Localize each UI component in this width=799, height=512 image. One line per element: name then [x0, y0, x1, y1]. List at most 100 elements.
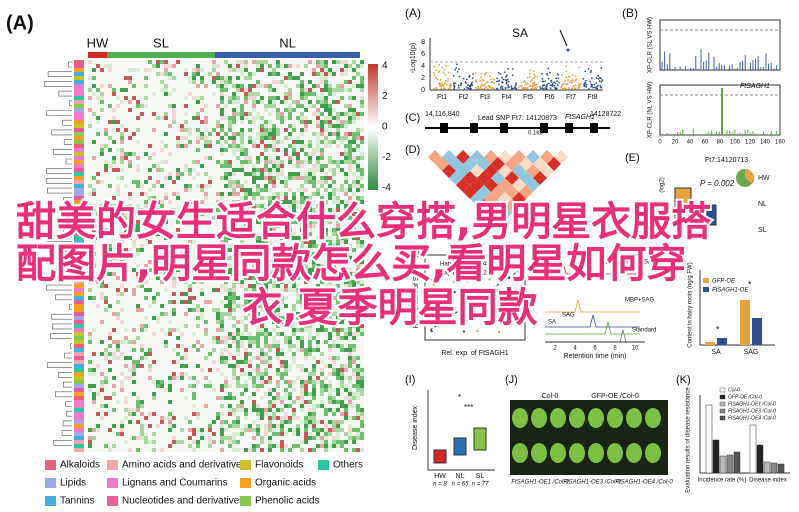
heat-cell [120, 316, 124, 320]
heat-cell [220, 316, 224, 320]
heat-cell [120, 136, 124, 140]
heat-cell [116, 136, 120, 140]
heat-cell [140, 76, 144, 80]
heat-cell [212, 116, 216, 120]
heat-cell [360, 232, 364, 236]
heat-cell [240, 180, 244, 184]
heat-cell [88, 184, 92, 188]
heat-cell [88, 296, 92, 300]
heat-cell [156, 228, 160, 232]
heat-cell [96, 152, 100, 156]
heat-cell [264, 188, 268, 192]
heat-cell [360, 296, 364, 300]
heat-cell [88, 60, 92, 64]
heat-cell [220, 276, 224, 280]
heat-cell [316, 88, 320, 92]
heat-cell [340, 324, 344, 328]
heat-cell [240, 204, 244, 208]
heat-cell [288, 152, 292, 156]
heat-cell [176, 296, 180, 300]
heat-cell [216, 148, 220, 152]
heat-cell [300, 168, 304, 172]
heat-cell [316, 60, 320, 64]
heat-cell [272, 284, 276, 288]
heat-cell [272, 104, 276, 108]
heat-cell [340, 224, 344, 228]
heat-cell [332, 304, 336, 308]
heat-cell [304, 272, 308, 276]
heat-cell [264, 84, 268, 88]
heat-cell [196, 120, 200, 124]
heat-cell [236, 64, 240, 68]
heat-cell [328, 280, 332, 284]
heat-cell [292, 88, 296, 92]
heat-cell [284, 328, 288, 332]
heat-cell [92, 324, 96, 328]
heat-cell [164, 112, 168, 116]
heat-cell [348, 240, 352, 244]
heat-cell [216, 72, 220, 76]
heat-cell [124, 148, 128, 152]
heat-cell [232, 160, 236, 164]
heat-cell [324, 224, 328, 228]
heat-cell [252, 224, 256, 228]
heat-cell [248, 152, 252, 156]
heat-cell [300, 336, 304, 340]
heat-cell [148, 84, 152, 88]
heat-cell [204, 68, 208, 72]
heat-cell [244, 180, 248, 184]
heat-cell [88, 288, 92, 292]
heat-cell [348, 72, 352, 76]
heat-cell [280, 172, 284, 176]
heat-cell [124, 136, 128, 140]
heat-cell [120, 100, 124, 104]
heat-cell [272, 228, 276, 232]
heat-cell [228, 216, 232, 220]
heat-cell [308, 240, 312, 244]
heat-cell [304, 256, 308, 260]
heat-cell [180, 76, 184, 80]
heat-cell [228, 124, 232, 128]
heat-cell [200, 280, 204, 284]
heat-cell [228, 188, 232, 192]
heat-cell [320, 196, 324, 200]
heat-cell [248, 76, 252, 80]
heat-cell [136, 244, 140, 248]
heat-cell [96, 80, 100, 84]
heat-cell [340, 236, 344, 240]
heat-cell [304, 164, 308, 168]
heat-cell [156, 100, 160, 104]
heat-cell [104, 176, 108, 180]
heat-cell [204, 304, 208, 308]
heat-cell [164, 248, 168, 252]
heat-cell [160, 208, 164, 212]
heat-cell [308, 272, 312, 276]
heat-cell [108, 148, 112, 152]
heat-cell [196, 236, 200, 240]
heat-cell [180, 84, 184, 88]
heat-cell [348, 92, 352, 96]
heat-cell [180, 260, 184, 264]
heat-cell [356, 272, 360, 276]
heat-cell [212, 340, 216, 344]
heat-cell [228, 132, 232, 136]
heat-cell [296, 220, 300, 224]
heat-cell [156, 196, 160, 200]
heat-cell [200, 148, 204, 152]
heat-cell [204, 224, 208, 228]
heat-cell [180, 200, 184, 204]
heat-cell [264, 60, 268, 64]
heat-cell [188, 288, 192, 292]
heat-cell [116, 332, 120, 336]
heat-cell [164, 60, 168, 64]
heat-cell [176, 256, 180, 260]
heat-cell [108, 100, 112, 104]
heat-cell [328, 304, 332, 308]
heat-cell [328, 292, 332, 296]
heat-cell [272, 192, 276, 196]
heat-cell [184, 176, 188, 180]
heat-cell [196, 204, 200, 208]
heat-cell [224, 264, 228, 268]
heat-cell [356, 72, 360, 76]
heat-cell [164, 312, 168, 316]
